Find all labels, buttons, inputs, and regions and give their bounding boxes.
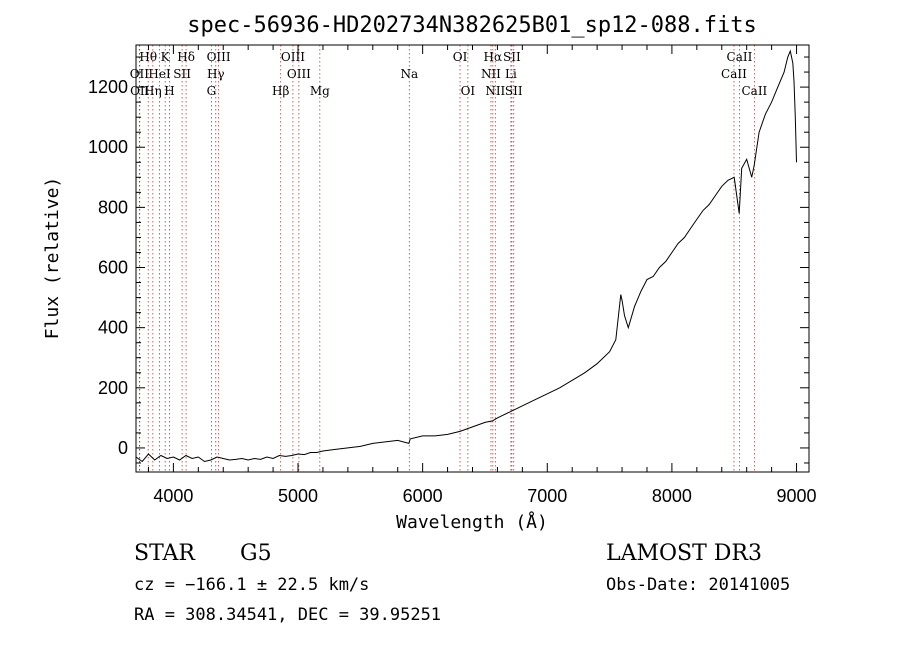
marker-label: Hβ	[272, 84, 289, 98]
marker-label: OI	[453, 50, 468, 64]
marker-label: Hα	[484, 50, 503, 64]
y-tick-label: 1200	[88, 77, 128, 97]
marker-label: OIII	[207, 50, 231, 64]
y-tick-label: 800	[98, 197, 128, 217]
y-axis-label: Flux (relative)	[42, 177, 63, 340]
x-axis-label: Wavelength (Å)	[396, 511, 548, 533]
x-tick-label: 4000	[153, 486, 193, 506]
marker-label: Li	[505, 67, 517, 81]
x-axis-ticks: 4000 5000 6000 7000 8000 9000	[147, 45, 817, 506]
marker-label: CaII	[721, 67, 747, 81]
survey-name: LAMOST DR3	[606, 541, 762, 566]
marker-label: HeI	[148, 67, 171, 81]
x-tick-label: 7000	[527, 486, 567, 506]
marker-label: OI	[461, 84, 476, 98]
x-tick-label: 5000	[278, 486, 318, 506]
marker-label: CaII	[727, 50, 753, 64]
x-tick-label: 9000	[777, 486, 817, 506]
marker-label: SII	[173, 67, 191, 81]
marker-label: Hη	[144, 84, 162, 98]
coordinates-text: RA = 308.34541, DEC = 39.95251	[134, 605, 441, 625]
marker-label: H	[164, 84, 174, 98]
y-axis-ticks: 0 200 400 600 800 1000 1200	[88, 56, 809, 464]
marker-label: Hθ	[139, 50, 157, 64]
redshift-text: cz = −166.1 ± 22.5 km/s	[134, 575, 369, 595]
marker-label: K	[161, 50, 171, 64]
plot-frame	[135, 44, 810, 473]
marker-label: SII	[505, 84, 523, 98]
y-tick-label: 0	[118, 438, 128, 458]
chart-title: spec-56936-HD202734N382625B01_sp12-088.f…	[187, 13, 757, 38]
marker-label: OIII	[287, 67, 311, 81]
marker-label: Hδ	[177, 50, 195, 64]
spectrum-line	[135, 49, 797, 463]
marker-label: NII	[485, 84, 505, 98]
marker-label: G	[207, 84, 217, 98]
marker-label: Hγ	[207, 67, 225, 81]
y-tick-label: 200	[98, 378, 128, 398]
marker-label: Na	[400, 67, 418, 81]
x-tick-label: 6000	[403, 486, 443, 506]
marker-label: Mg	[310, 84, 330, 98]
marker-label: NII	[481, 67, 501, 81]
object-class: STAR	[134, 541, 196, 566]
object-subclass: G5	[240, 541, 272, 566]
marker-label: SII	[503, 50, 521, 64]
x-tick-label: 8000	[652, 486, 692, 506]
marker-label: CaII	[741, 84, 767, 98]
marker-label: OIII	[281, 50, 305, 64]
obs-date-text: Obs-Date: 20141005	[606, 575, 790, 595]
y-tick-label: 600	[98, 258, 128, 278]
y-tick-label: 400	[98, 318, 128, 338]
y-tick-label: 1000	[88, 137, 128, 157]
